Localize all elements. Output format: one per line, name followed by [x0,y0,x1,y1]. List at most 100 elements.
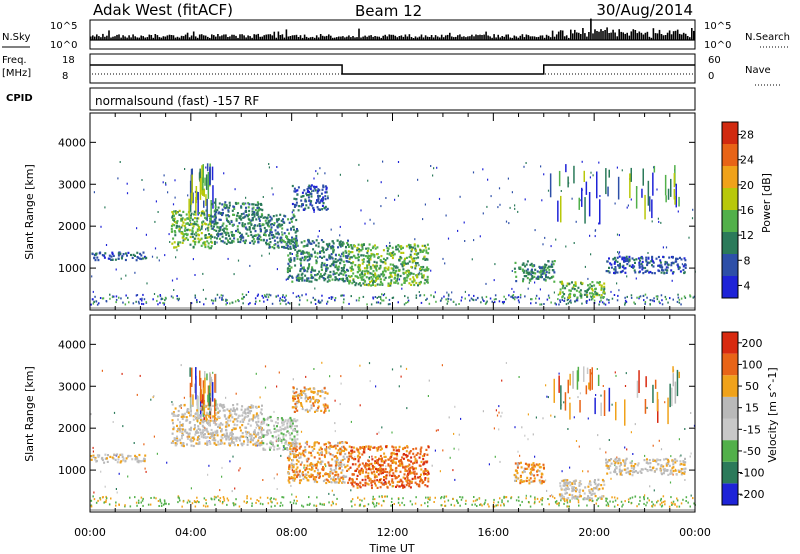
echo-pixel [531,275,534,278]
echo-pixel [400,283,403,286]
echo-pixel [633,265,636,268]
echo-pixel [294,231,297,234]
echo-pixel [322,474,325,478]
echo-pixel [402,246,404,249]
echo-pixel [354,264,357,267]
ground-scatter-pixel [440,504,442,507]
noise-pixel [183,396,185,399]
echo-pixel [304,473,307,476]
streak-pixel [676,369,679,397]
streak-pixel [215,399,217,411]
echo-pixel [319,390,322,393]
echo-pixel [275,438,278,441]
noise-pixel [485,282,487,285]
colorbar-tick-label: 16 [740,204,754,217]
nsky-bar [94,36,96,40]
echo-pixel [242,203,245,206]
echo-pixel [196,220,199,223]
streak-pixel [664,174,667,196]
nsky-bar [124,36,126,40]
echo-pixel [241,424,244,427]
echo-pixel [648,271,651,274]
noise-pixel [519,454,521,457]
ground-scatter-pixel [314,303,317,305]
echo-pixel [190,214,192,217]
echo-pixel [176,220,179,223]
echo-pixel [219,226,222,229]
echo-pixel [219,404,221,407]
nsky-bar [209,37,211,40]
echo-pixel [215,216,217,219]
nsky-bar [543,37,546,40]
ground-scatter-pixel [317,301,320,304]
ground-scatter-pixel [567,505,569,508]
echo-pixel [282,435,285,439]
echo-pixel [390,279,393,282]
echo-pixel [204,243,207,246]
echo-pixel [426,275,429,278]
echo-pixel [627,260,630,263]
ground-scatter-pixel [251,502,253,505]
echo-pixel [270,217,273,220]
ground-scatter-pixel [265,295,267,298]
ground-scatter-pixel [115,501,117,504]
ground-scatter-pixel [124,505,126,508]
echo-pixel [223,409,226,412]
echo-pixel [181,428,184,431]
echo-pixel [209,234,212,237]
nsky-bar [680,34,683,40]
echo-pixel [364,280,367,283]
echo-pixel [336,267,339,271]
echo-pixel [194,217,196,220]
streak-pixel [206,163,209,172]
noise-pixel [397,161,400,163]
ground-scatter-pixel [622,503,624,506]
ground-scatter-pixel [644,301,647,303]
echo-pixel [295,391,298,394]
nsky-bar [364,35,366,40]
ground-scatter-pixel [597,497,599,500]
echo-pixel [207,407,210,410]
echo-pixel [300,396,303,399]
nsky-bar [348,35,350,40]
noise-pixel [514,207,516,210]
echo-pixel [292,213,295,216]
ground-scatter-pixel [495,504,497,507]
streak-pixel [203,188,205,197]
echo-pixel [192,415,195,418]
echo-pixel [93,256,96,259]
nsky-bar [682,32,685,40]
echo-pixel [546,266,549,269]
echo-pixel [580,294,583,298]
echo-pixel [300,251,303,254]
echo-pixel [580,282,583,285]
echo-pixel [562,284,565,287]
echo-pixel [316,472,319,475]
nsky-bar [223,34,225,40]
ground-scatter-pixel [633,301,635,304]
noise-pixel [514,204,516,207]
noise-pixel [558,372,560,375]
echo-pixel [523,275,526,278]
ground-scatter-pixel [279,302,282,305]
echo-pixel [213,228,216,232]
echo-pixel [215,443,218,446]
echo-pixel [172,422,174,425]
streak-pixel [600,402,602,416]
noise-pixel [174,179,176,182]
echo-pixel [310,200,313,203]
echo-pixel [666,266,669,269]
ground-scatter-pixel [484,302,487,305]
echo-pixel [235,229,237,233]
ground-scatter-pixel [447,293,450,296]
echo-pixel [323,206,326,209]
echo-pixel [232,441,235,444]
echo-pixel [293,395,296,398]
echo-pixel [341,252,344,255]
ground-scatter-pixel [383,495,386,498]
noise-pixel [600,394,602,397]
echo-pixel [229,414,232,417]
echo-pixel [198,435,200,438]
echo-pixel [349,256,352,259]
echo-pixel [568,296,571,299]
